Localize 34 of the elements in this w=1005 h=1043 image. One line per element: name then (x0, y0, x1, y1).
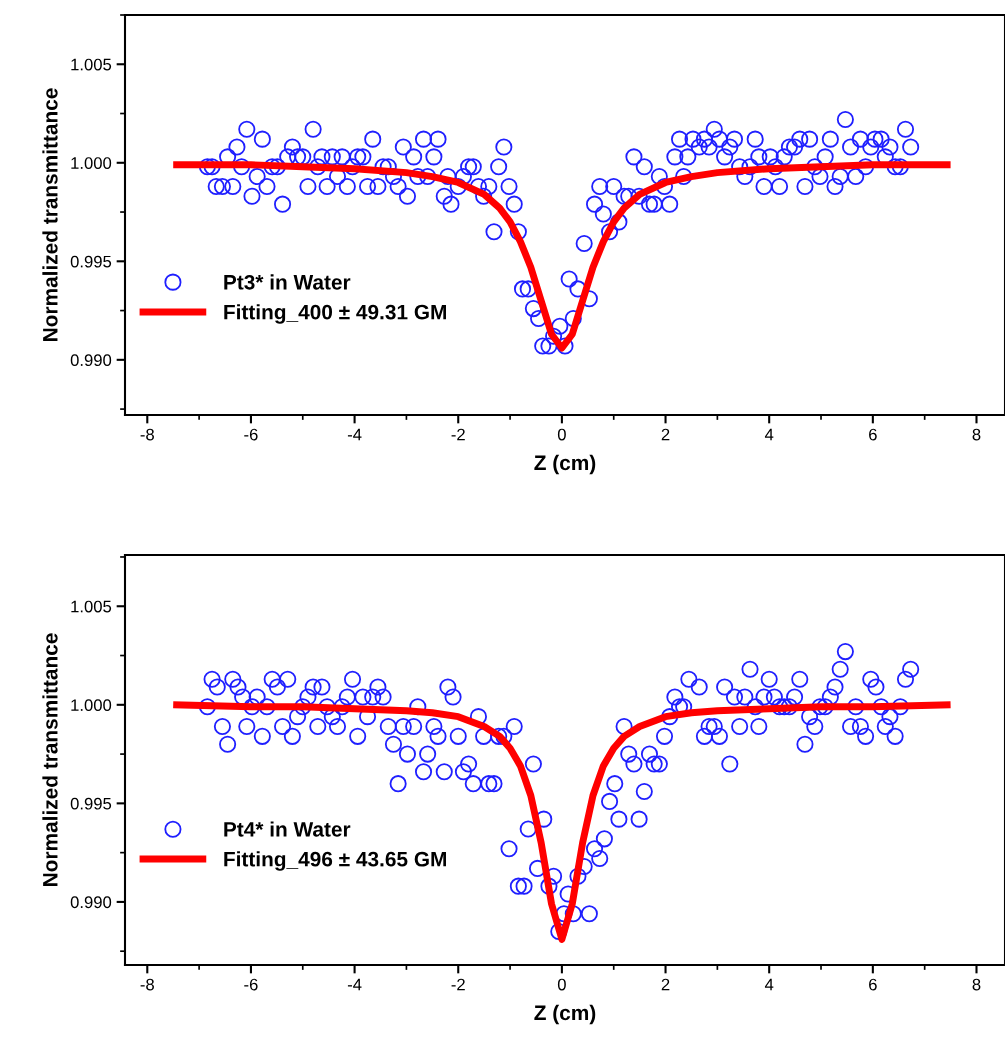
y-axis-title: Normalized transmittance (42, 633, 58, 886)
legend-label: Pt4* in Water (224, 821, 351, 837)
legend-label: Fitting_496 ± 43.65 GM (224, 851, 446, 871)
y-tick-label: 0.990 (70, 896, 112, 909)
y-tick-label: 0.995 (70, 255, 112, 268)
x-tick-label: 4 (764, 428, 774, 441)
legend-label: Fitting_400 ± 49.31 GM (224, 304, 446, 324)
x-tick-label: -6 (244, 428, 258, 441)
x-tick-label: 6 (869, 428, 877, 441)
y-axis-title: Normalized transmittance (42, 88, 58, 341)
x-tick-label: 0 (557, 978, 566, 991)
x-tick-label: -6 (244, 978, 258, 991)
x-tick-label: 2 (661, 978, 670, 991)
x-axis-title: Z (cm) (534, 1004, 596, 1025)
x-tick-label: 0 (557, 428, 566, 441)
x-tick-label: -2 (451, 978, 465, 991)
legend-label: Pt3* in Water (224, 274, 351, 290)
x-tick-label: -4 (347, 428, 362, 441)
x-tick-label: -8 (140, 978, 154, 991)
x-tick-label: 8 (972, 978, 981, 991)
y-tick-label: 1.000 (71, 699, 112, 712)
x-tick-label: -4 (347, 978, 362, 991)
y-tick-label: 1.000 (71, 157, 112, 169)
y-tick-label: 1.005 (71, 58, 112, 71)
x-tick-label: 4 (764, 978, 774, 991)
x-tick-label: -2 (451, 428, 465, 441)
y-tick-label: 0.990 (70, 354, 112, 367)
x-tick-label: 8 (972, 428, 981, 441)
x-axis-title: Z (cm) (534, 454, 596, 475)
x-tick-label: 6 (869, 978, 877, 991)
y-tick-label: 1.005 (71, 600, 112, 613)
x-tick-label: -8 (140, 428, 154, 441)
y-tick-label: 0.995 (70, 797, 112, 810)
x-tick-label: 2 (661, 428, 670, 441)
